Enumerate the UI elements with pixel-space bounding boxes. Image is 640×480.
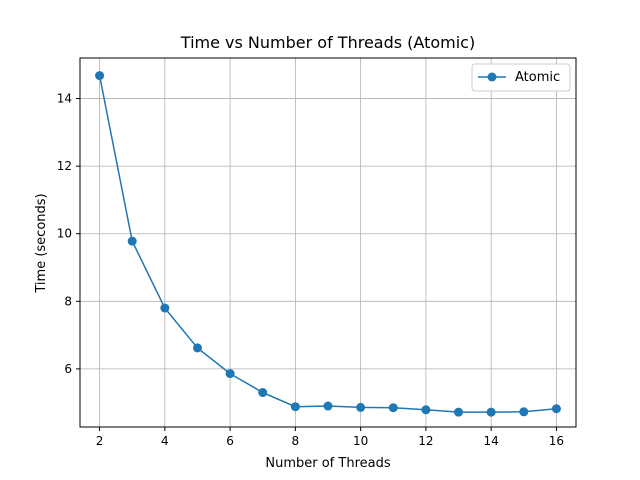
y-tick-label: 8 <box>64 294 72 308</box>
data-point <box>127 236 137 246</box>
x-tick-label: 6 <box>226 434 234 448</box>
y-tick-label: 14 <box>57 92 72 106</box>
series-layer <box>95 71 561 417</box>
x-tick-label: 8 <box>292 434 300 448</box>
data-point <box>258 388 268 398</box>
legend: Atomic <box>471 63 571 92</box>
x-axis-label: Number of Threads <box>265 456 390 471</box>
x-tick-label: 10 <box>353 434 368 448</box>
x-tick-label: 2 <box>96 434 104 448</box>
grid-lines <box>80 58 576 427</box>
x-tick-label: 16 <box>549 434 564 448</box>
plot-frame <box>79 57 577 428</box>
data-point <box>95 71 105 81</box>
data-point <box>192 343 202 353</box>
data-point <box>356 402 366 412</box>
data-point <box>454 407 464 417</box>
x-tick-label: 4 <box>161 434 169 448</box>
data-point <box>519 407 529 417</box>
data-point <box>421 405 431 415</box>
legend-marker <box>487 72 497 82</box>
y-tick-label: 6 <box>64 362 72 376</box>
data-point <box>323 401 333 411</box>
data-point <box>486 407 496 417</box>
y-axis-ticks: 6 8 10 12 14 <box>57 92 80 376</box>
y-axis-label: Time (seconds) <box>34 193 49 293</box>
data-point <box>160 303 170 313</box>
y-tick-label: 10 <box>57 227 72 241</box>
chart-title: Time vs Number of Threads (Atomic) <box>180 33 475 52</box>
data-point <box>290 402 300 412</box>
x-tick-label: 14 <box>484 434 499 448</box>
legend-label: Atomic <box>515 70 560 85</box>
data-point <box>225 369 235 379</box>
x-axis-ticks: 2 4 6 8 10 12 14 16 <box>96 427 564 448</box>
x-tick-label: 12 <box>418 434 433 448</box>
y-tick-label: 12 <box>57 159 72 173</box>
legend-box <box>471 63 571 92</box>
data-point <box>388 403 398 413</box>
data-point <box>551 404 561 414</box>
